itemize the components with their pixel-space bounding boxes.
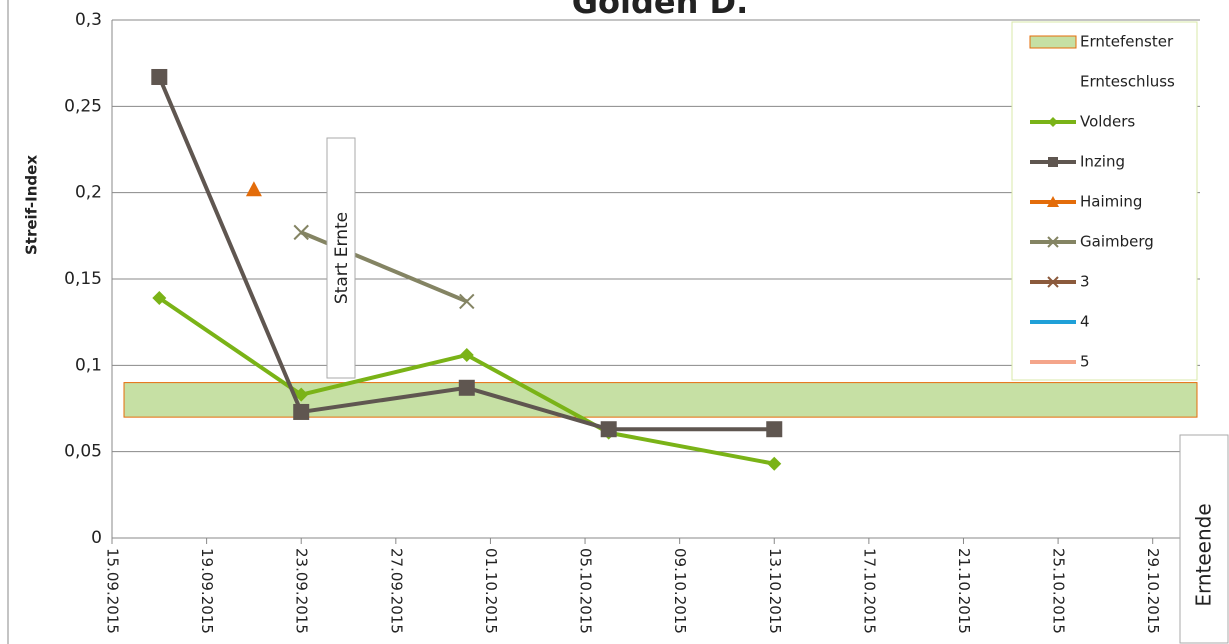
legend-label: 5 — [1080, 353, 1090, 371]
data-point — [294, 387, 309, 402]
annotation: Ernteende — [1192, 503, 1216, 606]
legend-label: Volders — [1080, 113, 1135, 131]
annotation: Start Ernte — [332, 212, 352, 304]
data-point — [600, 421, 617, 438]
data-point — [293, 224, 309, 241]
x-tick-label: 13.10.2015 — [766, 548, 784, 634]
legend-label: Gaimberg — [1080, 233, 1154, 251]
legend-marker — [1047, 276, 1059, 288]
data-point — [767, 456, 782, 471]
data-point — [245, 181, 262, 197]
x-tick-label: 01.10.2015 — [482, 548, 500, 634]
legend-label: 3 — [1080, 273, 1090, 291]
data-point — [459, 293, 475, 310]
x-tick-label: 21.10.2015 — [955, 548, 973, 634]
legend-swatch — [1029, 35, 1077, 49]
legend-label: Ernteschluss — [1080, 73, 1175, 91]
legend-label: Haiming — [1080, 193, 1142, 211]
x-tick-label: 27.09.2015 — [387, 548, 405, 634]
y-tick-label: 0,25 — [64, 96, 102, 116]
legend-marker — [1047, 236, 1059, 248]
annotation-box — [1179, 434, 1229, 644]
x-tick-label: 25.10.2015 — [1050, 548, 1068, 634]
x-tick-label: 09.10.2015 — [671, 548, 689, 634]
legend-marker — [1048, 157, 1058, 167]
data-point — [766, 421, 783, 438]
data-point — [151, 68, 168, 85]
y-tick-label: 0 — [91, 528, 102, 548]
y-tick-label: 0,05 — [64, 442, 102, 462]
data-point — [459, 347, 474, 362]
x-tick-label: 29.10.2015 — [1144, 548, 1162, 634]
x-tick-label: 15.09.2015 — [104, 548, 122, 634]
legend-marker — [1048, 117, 1058, 127]
y-tick-label: 0,1 — [75, 355, 102, 375]
legend-marker — [1047, 196, 1059, 207]
y-tick-label: 0,2 — [75, 183, 102, 203]
legend-label: Erntefenster — [1080, 33, 1174, 51]
x-tick-label: 05.10.2015 — [577, 548, 595, 634]
x-tick-label: 23.09.2015 — [293, 548, 311, 634]
legend-label: Inzing — [1080, 153, 1125, 171]
x-tick-label: 19.09.2015 — [198, 548, 216, 634]
data-point — [152, 290, 167, 305]
y-tick-label: 0,3 — [75, 10, 102, 30]
harvest-window-band — [123, 382, 1198, 418]
legend-label: 4 — [1080, 313, 1090, 331]
x-tick-label: 17.10.2015 — [860, 548, 878, 634]
data-point — [458, 379, 475, 396]
annotation-box — [326, 137, 356, 379]
data-point — [293, 403, 310, 420]
y-axis-label: Streif-Index — [23, 155, 41, 255]
chart-title: Golden D. — [572, 0, 748, 21]
y-tick-label: 0,15 — [64, 269, 102, 289]
